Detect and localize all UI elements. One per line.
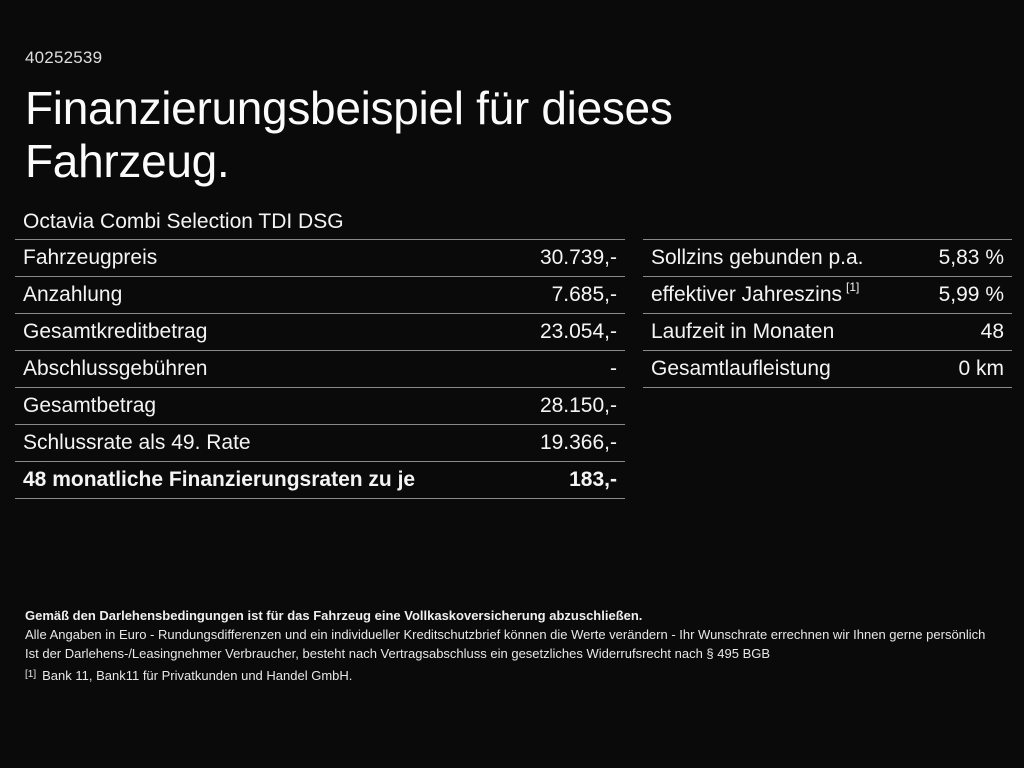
row-value: 7.685,- — [551, 283, 617, 306]
finance-table-row: Gesamtkreditbetrag 23.054,- — [15, 313, 625, 350]
row-value: 5,99 % — [938, 283, 1004, 306]
row-label: Schlussrate als 49. Rate — [23, 431, 251, 454]
row-value: 0 km — [958, 357, 1004, 380]
row-label: 48 monatliche Finanzierungsraten zu je — [23, 468, 416, 491]
footnote-marker: [1] — [25, 669, 37, 680]
finance-table-row: 48 monatliche Finanzierungsraten zu je 18… — [15, 461, 625, 498]
row-value: 5,83 % — [938, 246, 1004, 269]
row-value: 28.150,- — [539, 394, 617, 417]
disclaimer-line-2: Ist der Darlehens-/Leasingnehmer Verbrau… — [25, 646, 771, 661]
finance-table-row: Sollzins gebunden p.a. 5,83 % — [643, 239, 1012, 276]
finance-table-row: Gesamtlaufleistung 0 km — [643, 350, 1012, 387]
financing-rows-left: Fahrzeugpreis 30.739,- Anzahlung 7.685,- Ges… — [15, 239, 625, 498]
page-title: Finanzierungsbeispiel für dieses Fahrzeu… — [25, 82, 673, 187]
row-label: Gesamtlaufleistung — [651, 357, 831, 380]
insurance-requirement-note: Gemäß den Darlehensbedingungen ist für d… — [25, 608, 643, 623]
disclaimer-line-1: Alle Angaben in Euro - Rundungsdifferenz… — [25, 627, 986, 642]
finance-table-row: Anzahlung 7.685,- — [15, 276, 625, 313]
row-label: Laufzeit in Monaten — [651, 320, 835, 343]
row-value: 30.739,- — [539, 246, 617, 269]
finance-table-row: Gesamtbetrag 28.150,- — [15, 387, 625, 424]
footnote-marker-sup: [1] — [846, 280, 860, 294]
row-label: effektiver Jahreszins [1] — [651, 280, 860, 306]
vehicle-id-number: 40252539 — [25, 48, 103, 67]
row-value: - — [610, 357, 617, 380]
row-label: Sollzins gebunden p.a. — [651, 246, 864, 269]
finance-table-row: effektiver Jahreszins [1] 5,99 % — [643, 276, 1012, 313]
finance-table-row: Abschlussgebühren - — [15, 350, 625, 387]
row-label: Fahrzeugpreis — [23, 246, 158, 269]
finance-table-row: Laufzeit in Monaten 48 — [643, 313, 1012, 350]
legal-footer: Gemäß den Darlehensbedingungen ist für d… — [25, 606, 1005, 683]
footnote-text: Bank 11, Bank11 für Privatkunden und Han… — [42, 668, 353, 683]
row-label: Abschlussgebühren — [23, 357, 208, 380]
row-value: 23.054,- — [539, 320, 617, 343]
row-value: 183,- — [569, 468, 617, 491]
row-label: Gesamtkreditbetrag — [23, 320, 208, 343]
row-value: 48 — [980, 320, 1004, 343]
vehicle-model-label: Octavia Combi Selection TDI DSG — [23, 210, 344, 233]
bank-footnote: [1] Bank 11, Bank11 für Privatkunden und… — [25, 668, 1005, 683]
row-label: Anzahlung — [23, 283, 123, 306]
financing-table-right: Sollzins gebunden p.a. 5,83 % effektiver J… — [643, 239, 1012, 388]
financing-table-left: Octavia Combi Selection TDI DSG Fahrzeug… — [15, 205, 625, 499]
finance-table-row: Schlussrate als 49. Rate 19.366,- — [15, 424, 625, 461]
finance-table-row: Fahrzeugpreis 30.739,- — [15, 239, 625, 276]
row-value: 19.366,- — [539, 431, 617, 454]
financing-rows-right: Sollzins gebunden p.a. 5,83 % effektiver J… — [643, 239, 1012, 387]
row-label: Gesamtbetrag — [23, 394, 157, 417]
